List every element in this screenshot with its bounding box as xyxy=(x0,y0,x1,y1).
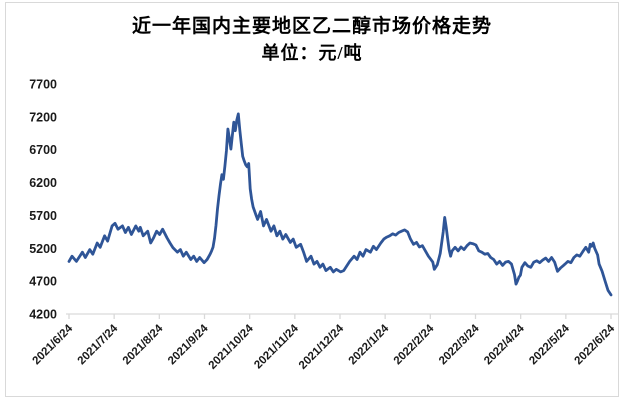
price-line-series xyxy=(67,112,613,297)
x-tick-label: 2022/5/24 xyxy=(527,322,572,367)
x-tick-label-group: 2021/10/24 xyxy=(207,322,257,372)
chart-frame xyxy=(5,2,619,397)
x-tick-label: 2021/7/24 xyxy=(76,322,121,367)
x-tick-label: 2021/12/24 xyxy=(297,322,347,372)
x-tick-label-group: 2022/1/24 xyxy=(347,322,392,367)
x-tick-label-group: 2021/7/24 xyxy=(76,322,121,367)
chart-title: 近一年国内主要地区乙二醇市场价格走势 xyxy=(131,16,492,37)
x-tick-label: 2021/10/24 xyxy=(207,322,257,372)
x-tick-label-group: 2021/9/24 xyxy=(166,322,211,367)
y-axis-labels: 4200 4700 5200 5700 6200 6700 7200 7700 xyxy=(29,78,57,322)
y-tick-label: 6700 xyxy=(29,143,57,157)
x-tick-label-group: 2022/5/24 xyxy=(527,322,572,367)
x-tick-label-group: 2022/2/24 xyxy=(392,322,437,367)
y-tick-label: 7700 xyxy=(29,78,57,92)
y-tick-label: 4200 xyxy=(29,308,57,322)
x-tick-label-group: 2022/4/24 xyxy=(482,322,527,367)
x-tick-label: 2022/1/24 xyxy=(347,322,392,367)
x-tick-label: 2022/4/24 xyxy=(482,322,527,367)
y-tick-label: 5200 xyxy=(29,242,57,256)
x-tick-label: 2022/2/24 xyxy=(392,322,437,367)
x-tick-label-group: 2022/6/24 xyxy=(572,322,617,367)
x-tick-label: 2022/6/24 xyxy=(572,322,617,367)
x-tick-label: 2022/3/24 xyxy=(437,322,482,367)
x-tick-label-group: 2021/12/24 xyxy=(297,322,347,372)
chart-subtitle: 单位：元/吨 xyxy=(261,43,363,63)
x-axis-labels: 2021/6/24 2021/7/24 2021/8/24 2021/9/242021… xyxy=(30,322,617,372)
x-tick-label-group: 2021/8/24 xyxy=(121,322,166,367)
x-tick-label-group: 2021/6/24 xyxy=(30,322,75,367)
y-tick-label: 7200 xyxy=(29,110,57,124)
x-tick-label: 2021/9/24 xyxy=(166,322,211,367)
x-tick-label: 2021/8/24 xyxy=(121,322,166,367)
x-tick-label-group: 2022/3/24 xyxy=(437,322,482,367)
x-axis xyxy=(66,313,618,319)
x-tick-label: 2021/6/24 xyxy=(30,322,75,367)
y-tick-label: 6200 xyxy=(29,176,57,190)
x-tick-label-group: 2021/11/24 xyxy=(252,322,301,371)
y-tick-label: 5700 xyxy=(29,209,57,223)
x-tick-label: 2021/11/24 xyxy=(252,322,301,371)
price-line xyxy=(67,112,613,297)
y-tick-label: 4700 xyxy=(29,275,57,289)
